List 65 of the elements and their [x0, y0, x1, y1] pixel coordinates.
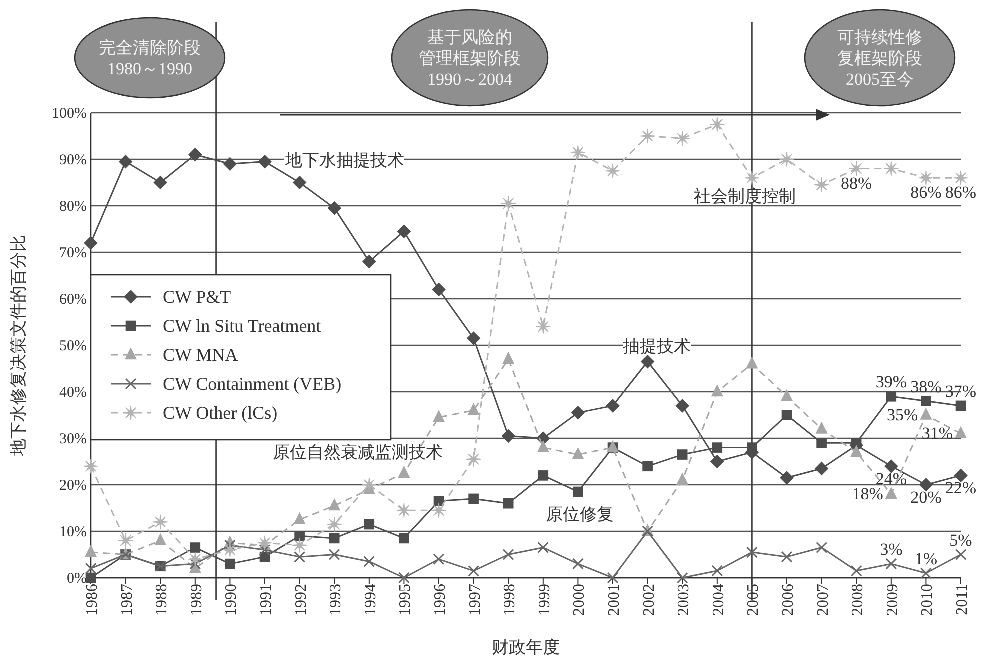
y-tick-label: 100% — [52, 106, 87, 122]
y-tick-label: 30% — [60, 432, 87, 448]
x-tick-label: 1990 — [223, 584, 240, 616]
x-tick-label: 2004 — [710, 584, 728, 616]
text: 可持续性修复框架阶段2005至今 — [838, 28, 922, 89]
data-label: 88% — [841, 174, 872, 193]
x-tick-label: 2007 — [814, 584, 832, 616]
y-tick-label: 90% — [60, 152, 87, 168]
x-tick-label: 1995 — [397, 584, 414, 616]
legend-label: CW Containment (VEB) — [163, 374, 342, 394]
data-label: 86% — [910, 183, 942, 202]
x-tick-label: 1994 — [362, 584, 380, 616]
data-label: 39% — [876, 372, 907, 392]
legend-label: CW Other (lCs) — [163, 403, 278, 423]
annotation: 社会制度控制 — [694, 187, 796, 206]
x-tick-label: 2000 — [571, 584, 588, 616]
annotation: 原位修复 — [546, 505, 614, 524]
x-tick-label: 2005 — [745, 584, 762, 616]
x-axis-title: 财政年度 — [492, 638, 560, 657]
x-tick-label: 2009 — [884, 584, 902, 616]
annotation: 地下水抽提技术 — [284, 151, 404, 170]
text: 基于风险的管理框架阶段1990～2004 — [419, 28, 521, 89]
y-tick-label: 70% — [60, 246, 87, 262]
x-tick-label: 1998 — [502, 584, 519, 616]
x-tick-label: 1996 — [432, 584, 449, 616]
data-label: 20% — [910, 488, 942, 507]
x-tick-label: 2003 — [676, 584, 693, 616]
data-label: 38% — [910, 377, 942, 396]
x-tick-label: 1991 — [258, 584, 275, 616]
data-label: 31% — [922, 424, 953, 443]
annotation: 抽提技术 — [623, 337, 691, 356]
data-label: 3% — [880, 540, 903, 560]
y-tick-label: 50% — [60, 338, 87, 354]
legend-label: CW MNA — [163, 345, 238, 365]
data-label: 35% — [887, 405, 918, 424]
data-label: 5% — [950, 530, 972, 550]
legend-label: CW ln Situ Treatment — [163, 316, 322, 336]
x-tick-label: 1992 — [292, 584, 310, 616]
legend-label: CW P&T — [163, 287, 232, 307]
data-label: 1% — [914, 549, 938, 568]
data-label: 22% — [945, 478, 977, 498]
y-tick-label: 20% — [60, 478, 87, 494]
x-tick-label: 1989 — [188, 584, 206, 616]
x-tick-label: 1986 — [84, 584, 101, 616]
y-tick-label: 80% — [60, 199, 87, 215]
text: 完全清除阶段1980～1990 — [99, 38, 201, 78]
y-tick-label: 40% — [60, 385, 87, 401]
y-tick-label: 10% — [60, 524, 87, 540]
data-label: 86% — [945, 183, 977, 202]
annotation: 原位自然衰减监测技术 — [273, 443, 443, 462]
y-tick-label: 60% — [60, 292, 87, 308]
x-tick-label: 2011 — [954, 584, 971, 616]
x-tick-label: 2002 — [640, 584, 658, 616]
y-axis-title: 地下水修复决策文件的百分比 — [9, 235, 28, 457]
x-tick-label: 1999 — [536, 584, 554, 616]
x-tick-label: 1987 — [118, 584, 136, 616]
x-tick-label: 1997 — [466, 584, 484, 616]
x-tick-label: 2010 — [919, 584, 936, 616]
x-tick-label: 2008 — [850, 584, 867, 616]
x-tick-label: 1988 — [154, 584, 171, 616]
data-label: 37% — [945, 382, 977, 401]
x-tick-label: 2001 — [606, 584, 623, 616]
x-tick-label: 1993 — [328, 584, 345, 616]
x-tick-label: 2006 — [780, 584, 797, 616]
y-tick-label: 0% — [67, 571, 87, 587]
